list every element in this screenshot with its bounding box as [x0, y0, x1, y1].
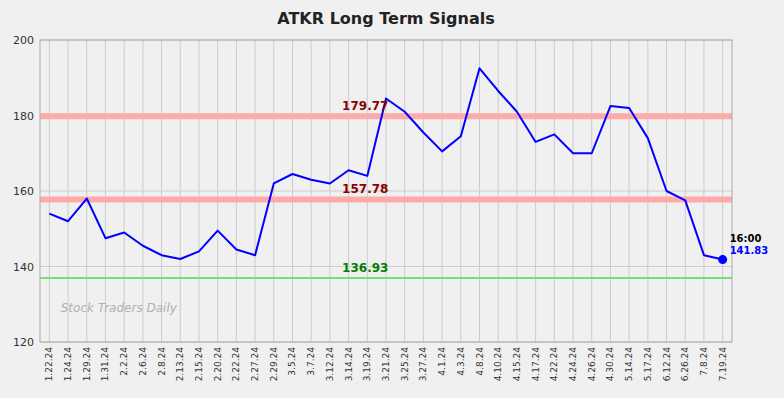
- x-tick-label: 4.30.24: [605, 347, 615, 382]
- x-tick-label: 1.29.24: [82, 347, 92, 382]
- x-tick-label: 6.12.24: [662, 347, 672, 382]
- x-tick-label: 3.19.24: [362, 347, 372, 382]
- y-tick-label: 180: [13, 110, 34, 123]
- x-grid-line: [460, 40, 461, 342]
- x-grid-line: [554, 40, 555, 342]
- x-tick-label: 3.5.24: [287, 347, 297, 376]
- level-line: [40, 277, 732, 279]
- x-tick-label: 6.26.24: [680, 347, 690, 382]
- x-tick-label: 4.1.24: [437, 347, 447, 376]
- plot-area: [40, 40, 732, 342]
- x-grid-line: [124, 40, 125, 342]
- x-tick-label: 3.12.24: [325, 347, 335, 382]
- x-tick-label: 7.19.24: [718, 347, 728, 382]
- chart: 120 140 160 180 200 1.22.24 1.24.24 1.29.24 1.31…: [0, 0, 784, 398]
- x-tick-label: 4.26.24: [587, 347, 597, 382]
- x-grid-line: [703, 40, 704, 342]
- x-grid-line: [516, 40, 517, 342]
- x-tick-label: 2.6.24: [138, 347, 148, 376]
- x-tick-label: 4.8.24: [475, 347, 485, 376]
- grid: [40, 40, 732, 342]
- watermark: Stock Traders Daily: [61, 301, 178, 315]
- plot-content: [40, 68, 732, 278]
- x-grid-line: [722, 40, 723, 342]
- x-grid-line: [329, 40, 330, 342]
- x-tick-label: 2.15.24: [194, 347, 204, 382]
- x-grid-line: [535, 40, 536, 342]
- x-tick-label: 4.22.24: [549, 347, 559, 382]
- level-line: [40, 113, 732, 119]
- x-tick-label: 7.8.24: [699, 347, 709, 376]
- x-tick-label: 3.25.24: [400, 347, 410, 382]
- x-grid-line: [479, 40, 480, 342]
- y-tick-label: 120: [13, 336, 34, 349]
- x-tick-label: 4.10.24: [493, 347, 503, 382]
- x-tick-label: 2.20.24: [213, 347, 223, 382]
- x-tick-label: 3.7.24: [306, 347, 316, 376]
- y-tick-label: 200: [13, 34, 34, 47]
- x-tick-label: 4.15.24: [512, 347, 522, 382]
- x-grid-line: [292, 40, 293, 342]
- last-point: [718, 255, 727, 264]
- x-grid-line: [49, 40, 50, 342]
- y-tick-label: 140: [13, 261, 34, 274]
- x-tick-label: 2.8.24: [157, 347, 167, 376]
- x-grid-line: [685, 40, 686, 342]
- x-grid-line: [273, 40, 274, 342]
- x-tick-label: 1.22.24: [44, 347, 54, 382]
- x-grid-line: [610, 40, 611, 342]
- x-tick-label: 4.3.24: [456, 347, 466, 376]
- x-tick-label: 3.27.24: [418, 347, 428, 382]
- x-tick-label: 2.22.24: [231, 347, 241, 382]
- x-grid-line: [423, 40, 424, 342]
- x-grid-line: [311, 40, 312, 342]
- last-time-label: 16:00: [730, 233, 762, 244]
- x-grid-line: [442, 40, 443, 342]
- x-grid-line: [86, 40, 87, 342]
- y-tick-label: 160: [13, 185, 34, 198]
- last-value-label: 141.83: [730, 245, 769, 256]
- level-line: [40, 196, 732, 202]
- x-grid-line: [105, 40, 106, 342]
- x-grid-line: [180, 40, 181, 342]
- x-tick-label: 2.27.24: [250, 347, 260, 382]
- x-grid-line: [591, 40, 592, 342]
- x-tick-label: 1.24.24: [63, 347, 73, 382]
- x-grid-line: [647, 40, 648, 342]
- x-grid-line: [217, 40, 218, 342]
- level-label: 136.93: [342, 261, 388, 275]
- x-tick-label: 1.31.24: [100, 347, 110, 382]
- x-tick-label: 4.24.24: [568, 347, 578, 382]
- x-tick-label: 5.14.24: [624, 347, 634, 382]
- x-tick-label: 4.17.24: [531, 347, 541, 382]
- frame: [40, 40, 732, 342]
- level-label: 179.77: [342, 99, 388, 113]
- x-tick-label: 2.2.24: [119, 347, 129, 376]
- x-grid-line: [498, 40, 499, 342]
- x-grid-line: [255, 40, 256, 342]
- title: ATKR Long Term Signals: [277, 9, 494, 28]
- x-grid-line: [161, 40, 162, 342]
- x-tick-label: 3.14.24: [344, 347, 354, 382]
- price-line: [49, 68, 722, 259]
- x-tick-label: 5.17.24: [643, 347, 653, 382]
- x-tick-label: 3.21.24: [381, 347, 391, 382]
- x-grid-line: [236, 40, 237, 342]
- x-grid-line: [198, 40, 199, 342]
- x-grid-line: [629, 40, 630, 342]
- x-tick-label: 2.13.24: [175, 347, 185, 382]
- y-grid-line: [40, 115, 732, 116]
- x-grid-line: [404, 40, 405, 342]
- x-tick-label: 2.29.24: [269, 347, 279, 382]
- x-grid-line: [68, 40, 69, 342]
- level-label: 157.78: [342, 182, 388, 196]
- x-grid-line: [142, 40, 143, 342]
- x-grid-line: [573, 40, 574, 342]
